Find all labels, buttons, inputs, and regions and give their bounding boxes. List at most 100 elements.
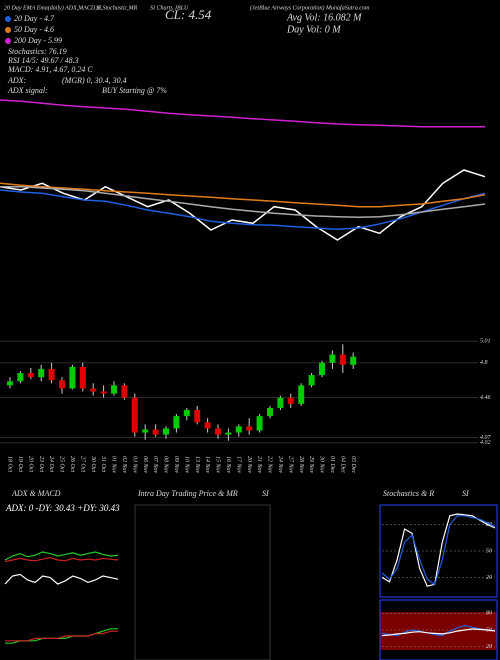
x-tick-label: 31 Oct — [100, 455, 106, 472]
series-line — [381, 628, 496, 637]
candle-body — [59, 380, 65, 389]
panel-subtitle: SI — [462, 489, 469, 498]
candle-body — [100, 391, 107, 394]
x-tick-label: 27 Oct — [79, 456, 85, 472]
annotation: Day Vol: 0 M — [286, 24, 341, 35]
candle-body — [308, 375, 315, 386]
candle-body — [48, 368, 55, 381]
annotation: Avg Vol: 16.082 M — [286, 12, 362, 23]
series-line — [0, 182, 486, 208]
x-tick-label: 08 Nov — [163, 456, 169, 474]
intraday-frame — [134, 504, 271, 660]
series-line — [0, 189, 486, 231]
annotation: 20 Day EMA Ema(daily) ADX,MACD,B — [4, 4, 101, 11]
series-line — [0, 99, 485, 128]
y-tick-label: 20 — [486, 575, 492, 581]
y-tick-label: 4.02 — [480, 439, 491, 446]
x-tick-label: 01 Nov — [111, 456, 117, 474]
annotation: RSI 14/5: 49.67 / 48.3 — [7, 56, 79, 65]
candle-body — [69, 366, 76, 389]
x-tick-label: 03 Nov — [131, 456, 137, 474]
annotation: (MGR) 0, 30.4, 30.4 — [62, 76, 127, 85]
candle-body — [194, 409, 201, 423]
x-tick-label: 22 Nov — [267, 456, 273, 474]
annotation: Stochastics: 76.19 — [8, 47, 67, 56]
x-tick-label: 14 Nov — [204, 456, 211, 474]
rsi-frame — [379, 599, 498, 660]
x-tick-label: 24 Nov — [277, 456, 284, 474]
x-tick-label: 01 Dec — [329, 456, 335, 473]
x-tick-label: 23 Oct — [38, 456, 44, 472]
x-tick-label: 24 Oct — [48, 456, 55, 472]
panel-subtitle: SI — [262, 489, 269, 498]
candle-body — [277, 397, 284, 408]
annotation: ADX: — [7, 76, 27, 85]
x-tick-label: 30 Oct — [90, 455, 96, 472]
annotation: SI,Stochastic,MR — [96, 5, 138, 11]
x-tick-label: 07 Nov — [152, 456, 158, 474]
legend-marker — [5, 38, 11, 44]
candle-body — [329, 354, 336, 363]
panel-title: Stochastics & R — [383, 489, 434, 498]
rsi-band — [380, 612, 497, 650]
x-tick-label: 04 Dec — [339, 456, 346, 473]
series-line — [4, 551, 119, 561]
series-line — [5, 630, 118, 642]
x-tick-label: 06 Nov — [142, 456, 148, 474]
x-tick-label: 05 Dec — [350, 456, 356, 473]
candle-body — [339, 354, 346, 365]
y-tick-label: 4.07 — [480, 434, 492, 441]
x-tick-label: 29 Nov — [308, 456, 314, 474]
x-tick-label: 28 Nov — [298, 456, 304, 474]
candle-body — [267, 407, 273, 417]
x-tick-label: 09 Nov — [173, 456, 179, 474]
candle-body — [38, 368, 45, 378]
candle-body — [27, 373, 34, 378]
candle-body — [121, 385, 128, 398]
candle-body — [152, 429, 159, 435]
legend-label: 50 Day - 4.6 — [14, 25, 54, 34]
annotation: SI Charts JBLU — [150, 5, 189, 11]
candle-body — [350, 356, 357, 365]
candle-body — [173, 416, 180, 429]
candle-body — [215, 428, 221, 435]
x-tick-label: 30 Nov — [319, 455, 325, 474]
annotation: BUY Starting @ 7% — [102, 86, 167, 95]
annotation: CL: 4.54 — [165, 7, 212, 22]
annotation: ADX signal: — [7, 86, 48, 95]
x-tick-label: 27 Nov — [287, 456, 293, 474]
candle-body — [225, 432, 232, 435]
x-tick-label: 20 Nov — [246, 456, 252, 474]
y-tick-label: 4.8 — [480, 359, 488, 366]
candle-body — [246, 426, 253, 431]
x-tick-label: 15 Nov — [215, 456, 221, 474]
x-tick-label: 16 Nov — [225, 456, 231, 474]
legend-marker — [5, 27, 11, 33]
x-tick-label: 17 Nov — [235, 456, 241, 474]
x-tick-label: 18 Oct — [7, 456, 13, 472]
candle-body — [131, 397, 138, 433]
panel-title: ADX & MACD — [11, 489, 61, 498]
series-line — [4, 573, 119, 585]
candle-body — [142, 429, 149, 433]
x-tick-label: 20 Oct — [27, 456, 33, 472]
candle-body — [163, 428, 169, 435]
candle-body — [235, 426, 242, 433]
legend-label: 200 Day - 5.99 — [14, 36, 62, 45]
candle-body — [111, 385, 117, 394]
x-tick-label: 21 Nov — [256, 456, 262, 474]
candle-body — [204, 422, 211, 429]
series-line — [4, 556, 119, 563]
x-tick-label: 19 Oct — [17, 456, 23, 472]
y-tick-label: 5.01 — [480, 339, 491, 345]
candle-body — [79, 366, 86, 389]
y-tick-label: 50 — [486, 548, 492, 554]
candle-body — [298, 385, 305, 404]
y-tick-label: 4.46 — [480, 394, 491, 401]
panel-annotation: ADX: 0 -DY: 30.43 +DY: 30.43 — [5, 503, 120, 513]
x-tick-label: 02 Nov — [121, 456, 127, 474]
candle-body — [319, 362, 325, 376]
y-tick-label: 20 — [486, 644, 492, 650]
candle-body — [183, 409, 190, 417]
